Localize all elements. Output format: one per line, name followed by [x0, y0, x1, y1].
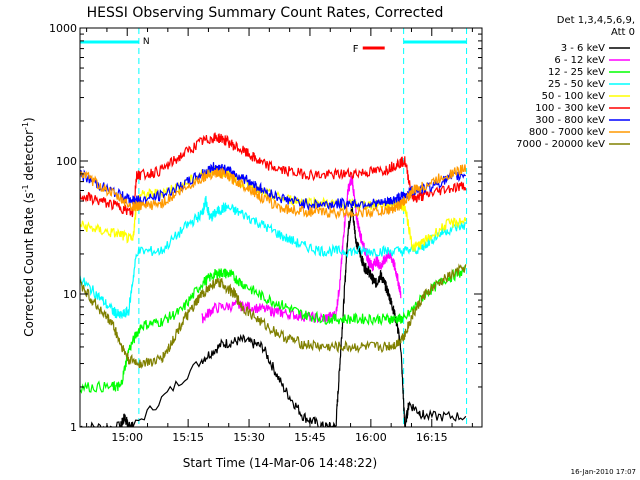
legend-entry-label: 800 - 7000 keV: [529, 127, 605, 138]
y-tick-label: 1: [70, 421, 77, 434]
legend-entry-label: 300 - 800 keV: [535, 115, 605, 126]
x-tick-label: 15:45: [294, 431, 326, 444]
legend-entry-label: 12 - 25 keV: [548, 67, 605, 78]
series-line-1: [201, 175, 402, 324]
legend-entry-label: 50 - 100 keV: [542, 91, 606, 102]
series-line-3: [80, 195, 467, 320]
legend-entry-label: 25 - 50 keV: [548, 79, 605, 90]
x-tick-label: 16:15: [416, 431, 448, 444]
plot-frame: [79, 27, 483, 428]
x-tick-label: 15:00: [111, 431, 143, 444]
legend-entry-label: 3 - 6 keV: [561, 43, 605, 54]
series-line-8: [80, 263, 467, 370]
x-axis-label: Start Time (14-Mar-06 14:48:22): [183, 456, 377, 470]
plot-area: [80, 28, 468, 427]
series-line-0: [80, 205, 467, 427]
chart-title: HESSI Observing Summary Count Rates, Cor…: [87, 5, 444, 21]
legend-header-line1: Det 1,3,4,5,6,9,: [557, 15, 635, 26]
legend-entry-label: 6 - 12 keV: [554, 55, 605, 66]
night-label: N: [143, 37, 150, 47]
y-axis-label: Corrected Count Rate (s-1 detector-1): [21, 117, 36, 336]
legend-entry-label: 7000 - 20000 keV: [516, 139, 605, 150]
x-axis: 15:00 15:15 15:30 15:45 16:00 16:15: [86, 28, 473, 444]
y-axis: 1 10 100 1000: [49, 22, 482, 434]
x-tick-label: 16:00: [355, 431, 387, 444]
x-tick-label: 15:15: [172, 431, 204, 444]
y-tick-label: 100: [56, 155, 77, 168]
series-line-6: [80, 162, 466, 212]
footer-date: 16-Jan-2010 17:07: [571, 468, 636, 476]
y-tick-label: 1000: [49, 22, 77, 35]
legend-header-line2: Att 0: [611, 27, 635, 38]
x-tick-label: 15:30: [233, 431, 265, 444]
series-line-7: [80, 164, 467, 220]
y-tick-label: 10: [63, 288, 77, 301]
series-line-2: [80, 265, 466, 394]
flare-label: F: [353, 44, 359, 55]
legend-entry-label: 100 - 300 keV: [535, 103, 605, 114]
